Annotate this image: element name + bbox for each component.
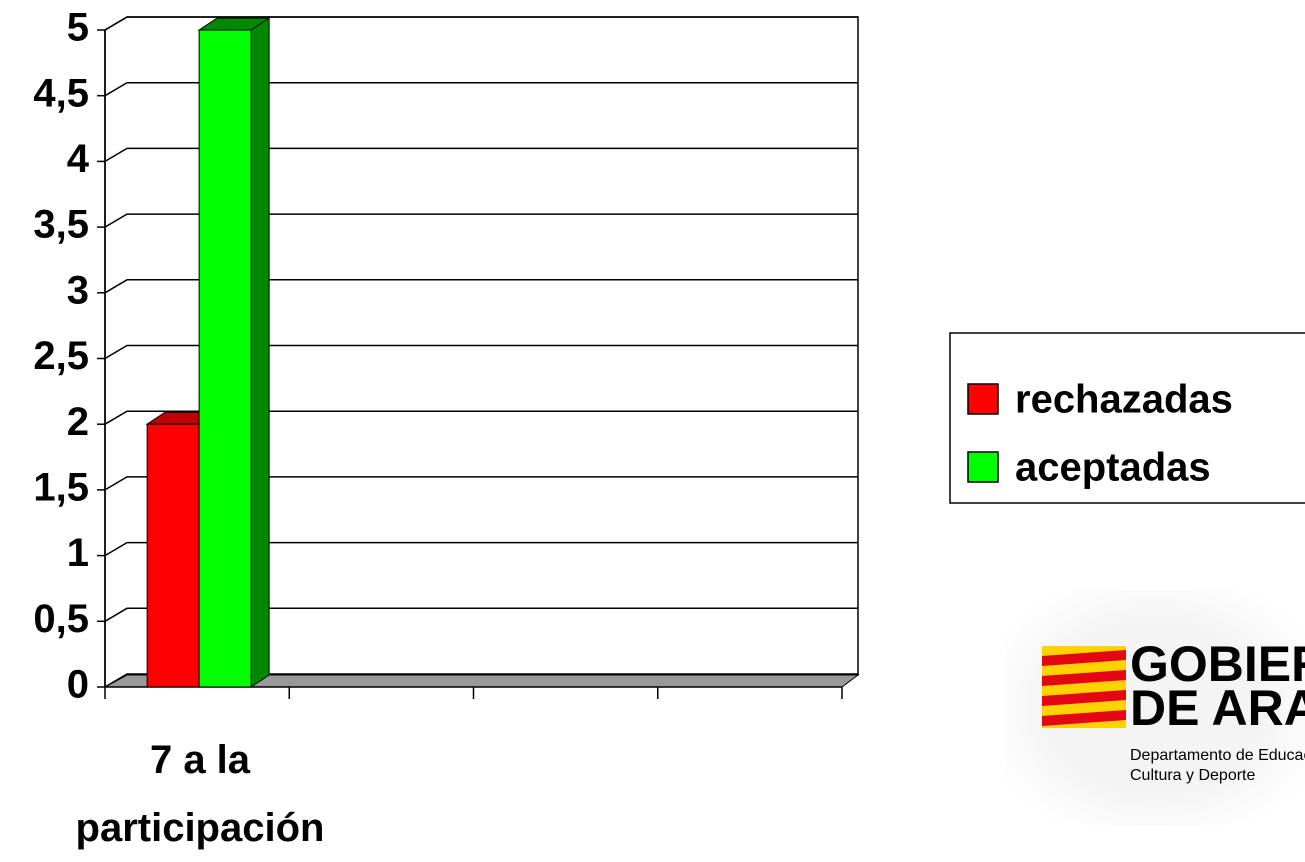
logo-text: GOBIERNO	[1130, 636, 1305, 692]
grid-line	[104, 476, 858, 491]
bar-side	[250, 17, 270, 688]
grid-line	[104, 16, 858, 31]
y-tick-label: 4,5	[33, 71, 89, 115]
logo-subtext: Cultura y Deporte	[1130, 767, 1255, 784]
logo-subtext: Departamento de Educación,	[1130, 747, 1305, 764]
grid-line	[104, 213, 858, 228]
grid-line	[104, 81, 858, 97]
page: GOBIERNO DE ARAGÓN Departamento de Educa…	[33, 5, 1305, 850]
legend-swatch	[967, 451, 999, 483]
grid-line	[104, 541, 858, 557]
grid-line	[104, 607, 858, 622]
y-tick-label: 5	[67, 6, 89, 50]
x-tick-label: 7 a la participación	[75, 738, 325, 850]
bar-front	[198, 29, 252, 688]
y-tick-label: 0	[67, 663, 89, 707]
y-tick-label: 0,5	[33, 597, 89, 641]
y-tick-label: 3	[67, 268, 89, 312]
y-tick-label: 1,5	[33, 465, 89, 509]
bar	[197, 17, 271, 688]
grid-line	[104, 344, 858, 360]
legend-swatch	[967, 383, 999, 415]
logo-flag	[1042, 646, 1126, 728]
legend-box	[949, 332, 1305, 504]
grid-line	[104, 279, 858, 294]
y-tick-label: 1	[67, 531, 89, 575]
legend-label: rechazadas	[1015, 378, 1233, 422]
y-tick-label: 2,5	[33, 334, 89, 378]
bar-front	[146, 423, 200, 688]
y-tick-label: 4	[67, 137, 90, 181]
legend-label: aceptadas	[1015, 446, 1211, 490]
logo-text: DE ARAGÓN	[1130, 680, 1305, 736]
grid-line	[104, 147, 858, 163]
chart: GOBIERNO DE ARAGÓN Departamento de Educa…	[33, 6, 1305, 825]
y-tick-label: 3,5	[33, 203, 89, 247]
y-tick-label: 2	[67, 400, 89, 444]
grid-line	[104, 410, 858, 425]
